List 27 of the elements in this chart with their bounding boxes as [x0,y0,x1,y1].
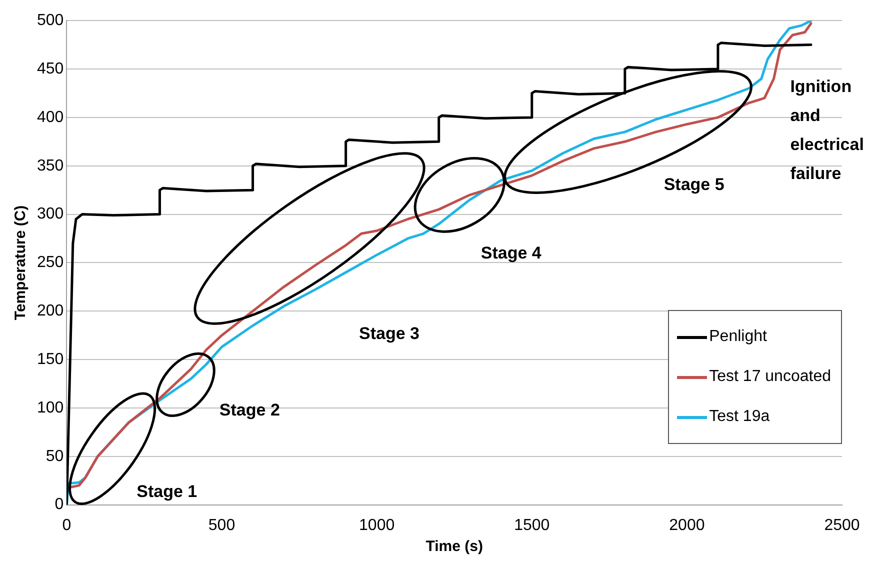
y-tick-label: 100 [36,399,64,416]
annotation: Stage 1 [136,482,198,501]
y-tick-label: 300 [36,206,64,223]
legend-label: Penlight [709,328,767,346]
y-tick-label: 500 [36,12,64,30]
annotation: Stage 5 [664,174,724,194]
annotation: Ignition and electrical failure [790,77,864,184]
y-tick-label: 350 [36,157,64,174]
y-tick-label: 250 [36,254,64,272]
y-tick-label: 200 [36,302,64,320]
annotation: Stage 4 [480,244,542,263]
annotation: Stage 2 [219,400,280,420]
annotation: Stage 3 [358,324,420,344]
y-axis-title: Temperature (C) [12,205,30,320]
legend-label: Test 19a [709,408,770,426]
y-tick-label: 0 [54,496,64,514]
y-tick-label: 150 [36,350,64,368]
x-tick-label: 2000 [669,516,705,534]
x-tick-label: 2500 [824,516,860,534]
y-tick-label: 450 [36,60,64,78]
x-tick-label: 500 [208,516,236,534]
y-tick-label: 50 [46,448,64,465]
x-axis-title: Time (s) [426,538,483,556]
x-tick-label: 1500 [514,516,550,534]
x-tick-label: 1000 [359,516,395,534]
y-tick-label: 400 [36,108,64,126]
legend-label: Test 17 uncoated [709,368,831,386]
